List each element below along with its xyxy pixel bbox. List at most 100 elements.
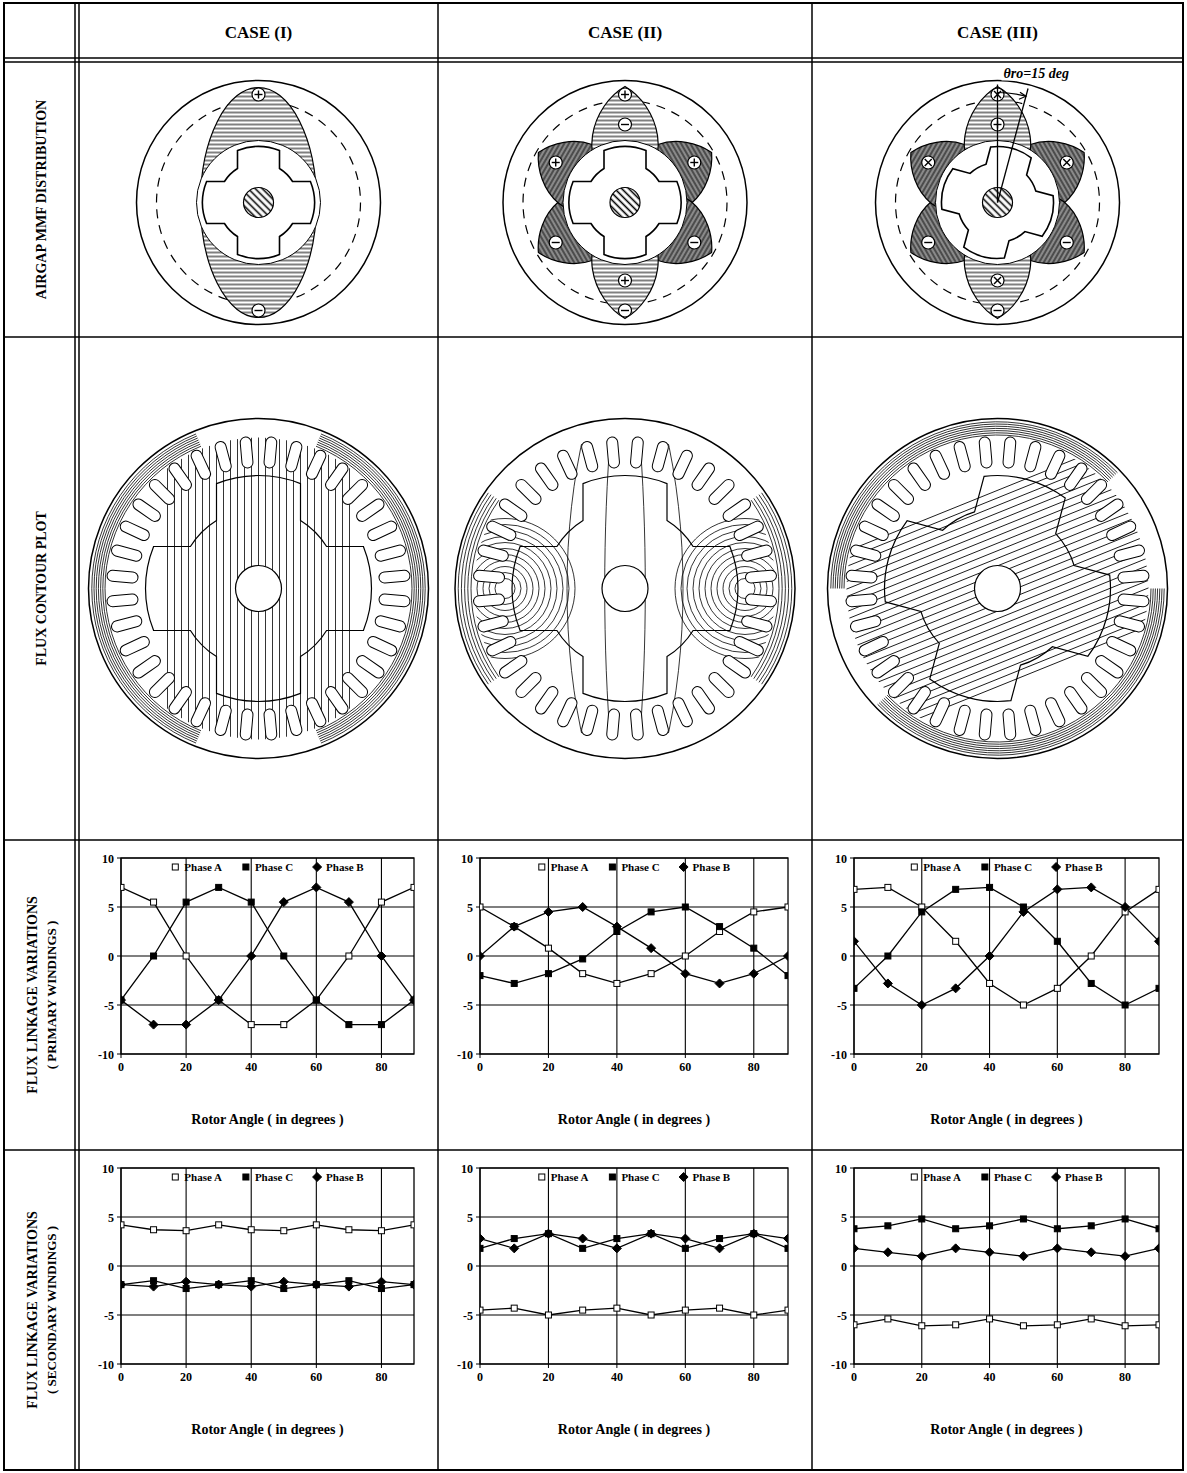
stator-slot [214, 440, 233, 473]
marker [313, 997, 319, 1003]
stator-slot [1105, 635, 1138, 658]
x-tick-label: 80 [1119, 1370, 1131, 1384]
marker [480, 973, 483, 979]
flux-line [887, 589, 1151, 743]
y-tick-label: -10 [457, 1358, 473, 1372]
stator-slot [906, 684, 933, 716]
y-tick-label: 0 [108, 950, 114, 964]
stator-slot [497, 497, 529, 524]
stator-slot [366, 519, 399, 542]
legend-label: Phase A [923, 861, 961, 873]
marker [545, 1312, 551, 1318]
y-tick-label: 10 [835, 1162, 847, 1176]
marker [1121, 1252, 1130, 1261]
marker [785, 973, 788, 979]
stator-slot [118, 635, 151, 658]
flux-line [717, 561, 773, 617]
stator-circle [137, 81, 381, 325]
marker [580, 971, 586, 977]
marker [1088, 980, 1094, 986]
tick-mark [476, 858, 480, 859]
rotor [203, 147, 315, 259]
stator-slot [732, 635, 765, 658]
stator-slot [740, 544, 773, 563]
marker [987, 1223, 993, 1229]
marker [751, 909, 757, 915]
stator-slot [473, 594, 505, 608]
stator-slot [1118, 570, 1150, 584]
polarity-sign [688, 156, 701, 169]
x-axis-title: Rotor Angle ( in degrees ) [930, 1422, 1083, 1438]
marker [919, 909, 925, 915]
flux-line [223, 429, 224, 749]
marker [1155, 1244, 1160, 1253]
marker [281, 953, 287, 959]
marker [313, 1222, 319, 1228]
grid-line [186, 1168, 187, 1364]
grid-line [1125, 1168, 1126, 1364]
marker [1054, 985, 1060, 991]
y-tick-label: 0 [108, 1260, 114, 1274]
marker [647, 944, 656, 953]
x-tick-label: 20 [180, 1370, 192, 1384]
marker [313, 997, 319, 1003]
row-header: FLUX LINKAGE VARIATIONS [25, 1211, 40, 1409]
x-tick-label: 20 [542, 1060, 554, 1074]
flux-line [681, 525, 809, 653]
flux-line [854, 542, 1151, 662]
marker [614, 1236, 620, 1242]
flux-line [300, 429, 301, 749]
marker [377, 952, 386, 961]
stator-circle [876, 81, 1120, 325]
marker [1052, 1173, 1061, 1182]
marker [885, 1316, 891, 1322]
series-line [854, 887, 1159, 1005]
marker [183, 899, 189, 905]
legend: Phase APhase CPhase B [911, 861, 1103, 873]
x-tick-label: 0 [118, 1370, 124, 1384]
stator-slot [264, 709, 278, 741]
stator-slot [721, 653, 753, 680]
marker [182, 1020, 191, 1029]
marker [1052, 863, 1061, 872]
flux-line [699, 543, 791, 635]
legend: Phase APhase CPhase B [539, 861, 731, 873]
flux-lines [168, 429, 350, 749]
tick-mark [476, 1266, 480, 1267]
tick-mark [850, 956, 854, 957]
tick-mark [121, 1054, 122, 1058]
marker [953, 1322, 959, 1328]
marker [987, 884, 993, 890]
flux-line [844, 516, 1141, 636]
tick-mark [850, 1217, 854, 1218]
marker [248, 1022, 254, 1028]
stator-slot [323, 684, 350, 716]
sign-stroke [624, 91, 625, 99]
figure: CASE (I)CASE (II)CASE (III)AIRGAP MMF DI… [0, 0, 1187, 1473]
marker [785, 1245, 788, 1251]
marker [1156, 886, 1159, 892]
grid-line [121, 1265, 414, 1266]
legend-label: Phase B [326, 861, 364, 873]
tick-mark [117, 858, 121, 859]
sign-stroke [1063, 159, 1070, 166]
marker [953, 1226, 959, 1232]
marker [1019, 907, 1028, 916]
stator-slot [1113, 544, 1146, 563]
rotor-outline [859, 450, 1136, 727]
chart: -10-50510020406080Rotor Angle ( in degre… [98, 1162, 419, 1439]
stator-slot [374, 615, 407, 634]
marker [985, 1248, 994, 1257]
sign-stroke [621, 124, 629, 125]
grid-line [480, 955, 788, 956]
grid-line [854, 955, 1159, 956]
label-patch [1002, 66, 1071, 81]
flux-line [675, 519, 815, 659]
tick-mark [850, 907, 854, 908]
marker [1121, 903, 1130, 912]
marker [681, 1234, 690, 1243]
stator-slot [305, 696, 328, 729]
polarity-sign [619, 118, 632, 131]
marker [715, 979, 724, 988]
marker [612, 1244, 621, 1253]
